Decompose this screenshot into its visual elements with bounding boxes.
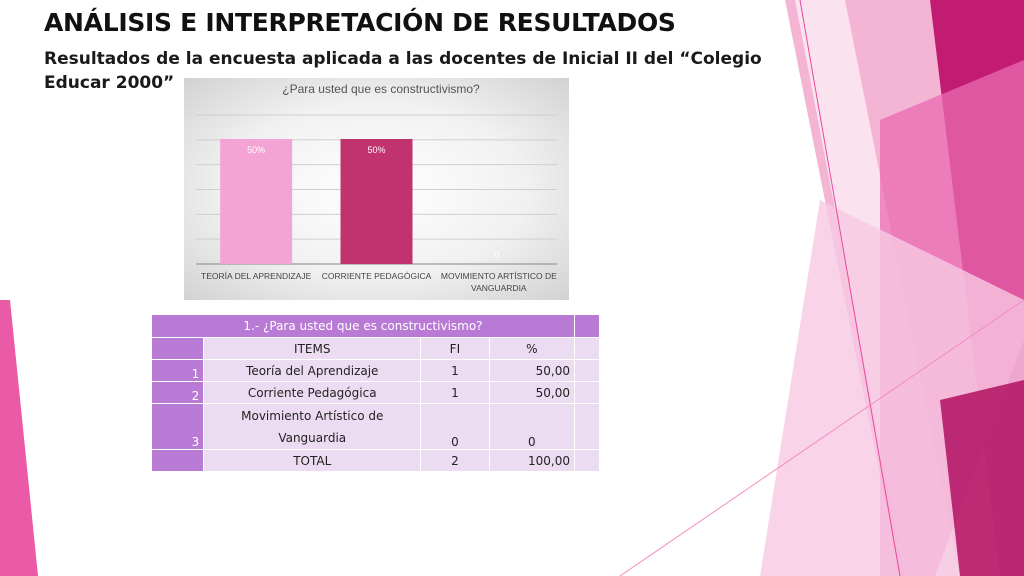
table-title-spacer [575, 315, 600, 338]
chart-title: ¿Para usted que es constructivismo? [282, 82, 480, 96]
chart-data-label: 50% [247, 145, 265, 155]
total-label: TOTAL [204, 450, 422, 472]
row-item: Movimiento Artístico de Vanguardia [204, 404, 422, 450]
row-item: Corriente Pedagógica [204, 382, 422, 404]
table-spacer-cell [575, 404, 600, 450]
row-number: 2 [152, 382, 205, 404]
chart-data-label: 50% [367, 145, 385, 155]
chart-category-label: VANGUARDIA [471, 283, 527, 293]
slide-title: ANÁLISIS E INTERPRETACIÓN DE RESULTADOS [44, 8, 676, 37]
column-header-items: ITEMS [204, 338, 422, 360]
row-item-line: Vanguardia [278, 430, 347, 445]
row-pct: 0 [489, 404, 575, 450]
table-spacer-cell [575, 360, 600, 382]
row-item-line: Movimiento Artístico de [241, 408, 384, 423]
slide-subtitle: Resultados de la encuesta aplicada a las… [44, 49, 762, 93]
chart-category-label: MOVIMIENTO ARTÍSTICO DE [441, 271, 557, 281]
chart-bar [340, 139, 413, 264]
chart-data-label: 0 [494, 250, 499, 260]
decor-left-stripe [0, 300, 38, 576]
row-fi: 0 [421, 404, 490, 450]
table-spacer-cell [575, 450, 600, 472]
total-fi: 2 [421, 450, 490, 472]
row-number: 3 [152, 404, 205, 450]
column-header-pct: % [489, 338, 575, 360]
index-header-cell [152, 338, 205, 360]
bar-chart: ¿Para usted que es constructivismo? 50% T… [184, 78, 569, 300]
decor-thin-line-2 [619, 299, 1024, 576]
chart-category-label: TEORÍA DEL APRENDIZAJE [201, 271, 312, 281]
bar-chart-canvas: ¿Para usted que es constructivismo? 50% T… [196, 82, 557, 293]
column-header-fi: FI [421, 338, 490, 360]
row-pct: 50,00 [489, 382, 575, 404]
decor-bottom-magenta [940, 380, 1024, 576]
results-table: 1.- ¿Para usted que es constructivismo? … [152, 315, 600, 472]
chart-category-label: CORRIENTE PEDAGÓGICA [322, 271, 432, 281]
table-spacer-cell [575, 382, 600, 404]
row-item: Teoría del Aprendizaje [204, 360, 422, 382]
chart-bar [220, 139, 293, 264]
index-total-cell [152, 450, 205, 472]
row-fi: 1 [421, 360, 490, 382]
decor-thin-line [799, 0, 901, 576]
row-pct: 50,00 [489, 360, 575, 382]
row-number: 1 [152, 360, 205, 382]
table-spacer-cell [575, 338, 600, 360]
row-fi: 1 [421, 382, 490, 404]
table-title: 1.- ¿Para usted que es constructivismo? [152, 315, 575, 338]
total-pct: 100,00 [489, 450, 575, 472]
